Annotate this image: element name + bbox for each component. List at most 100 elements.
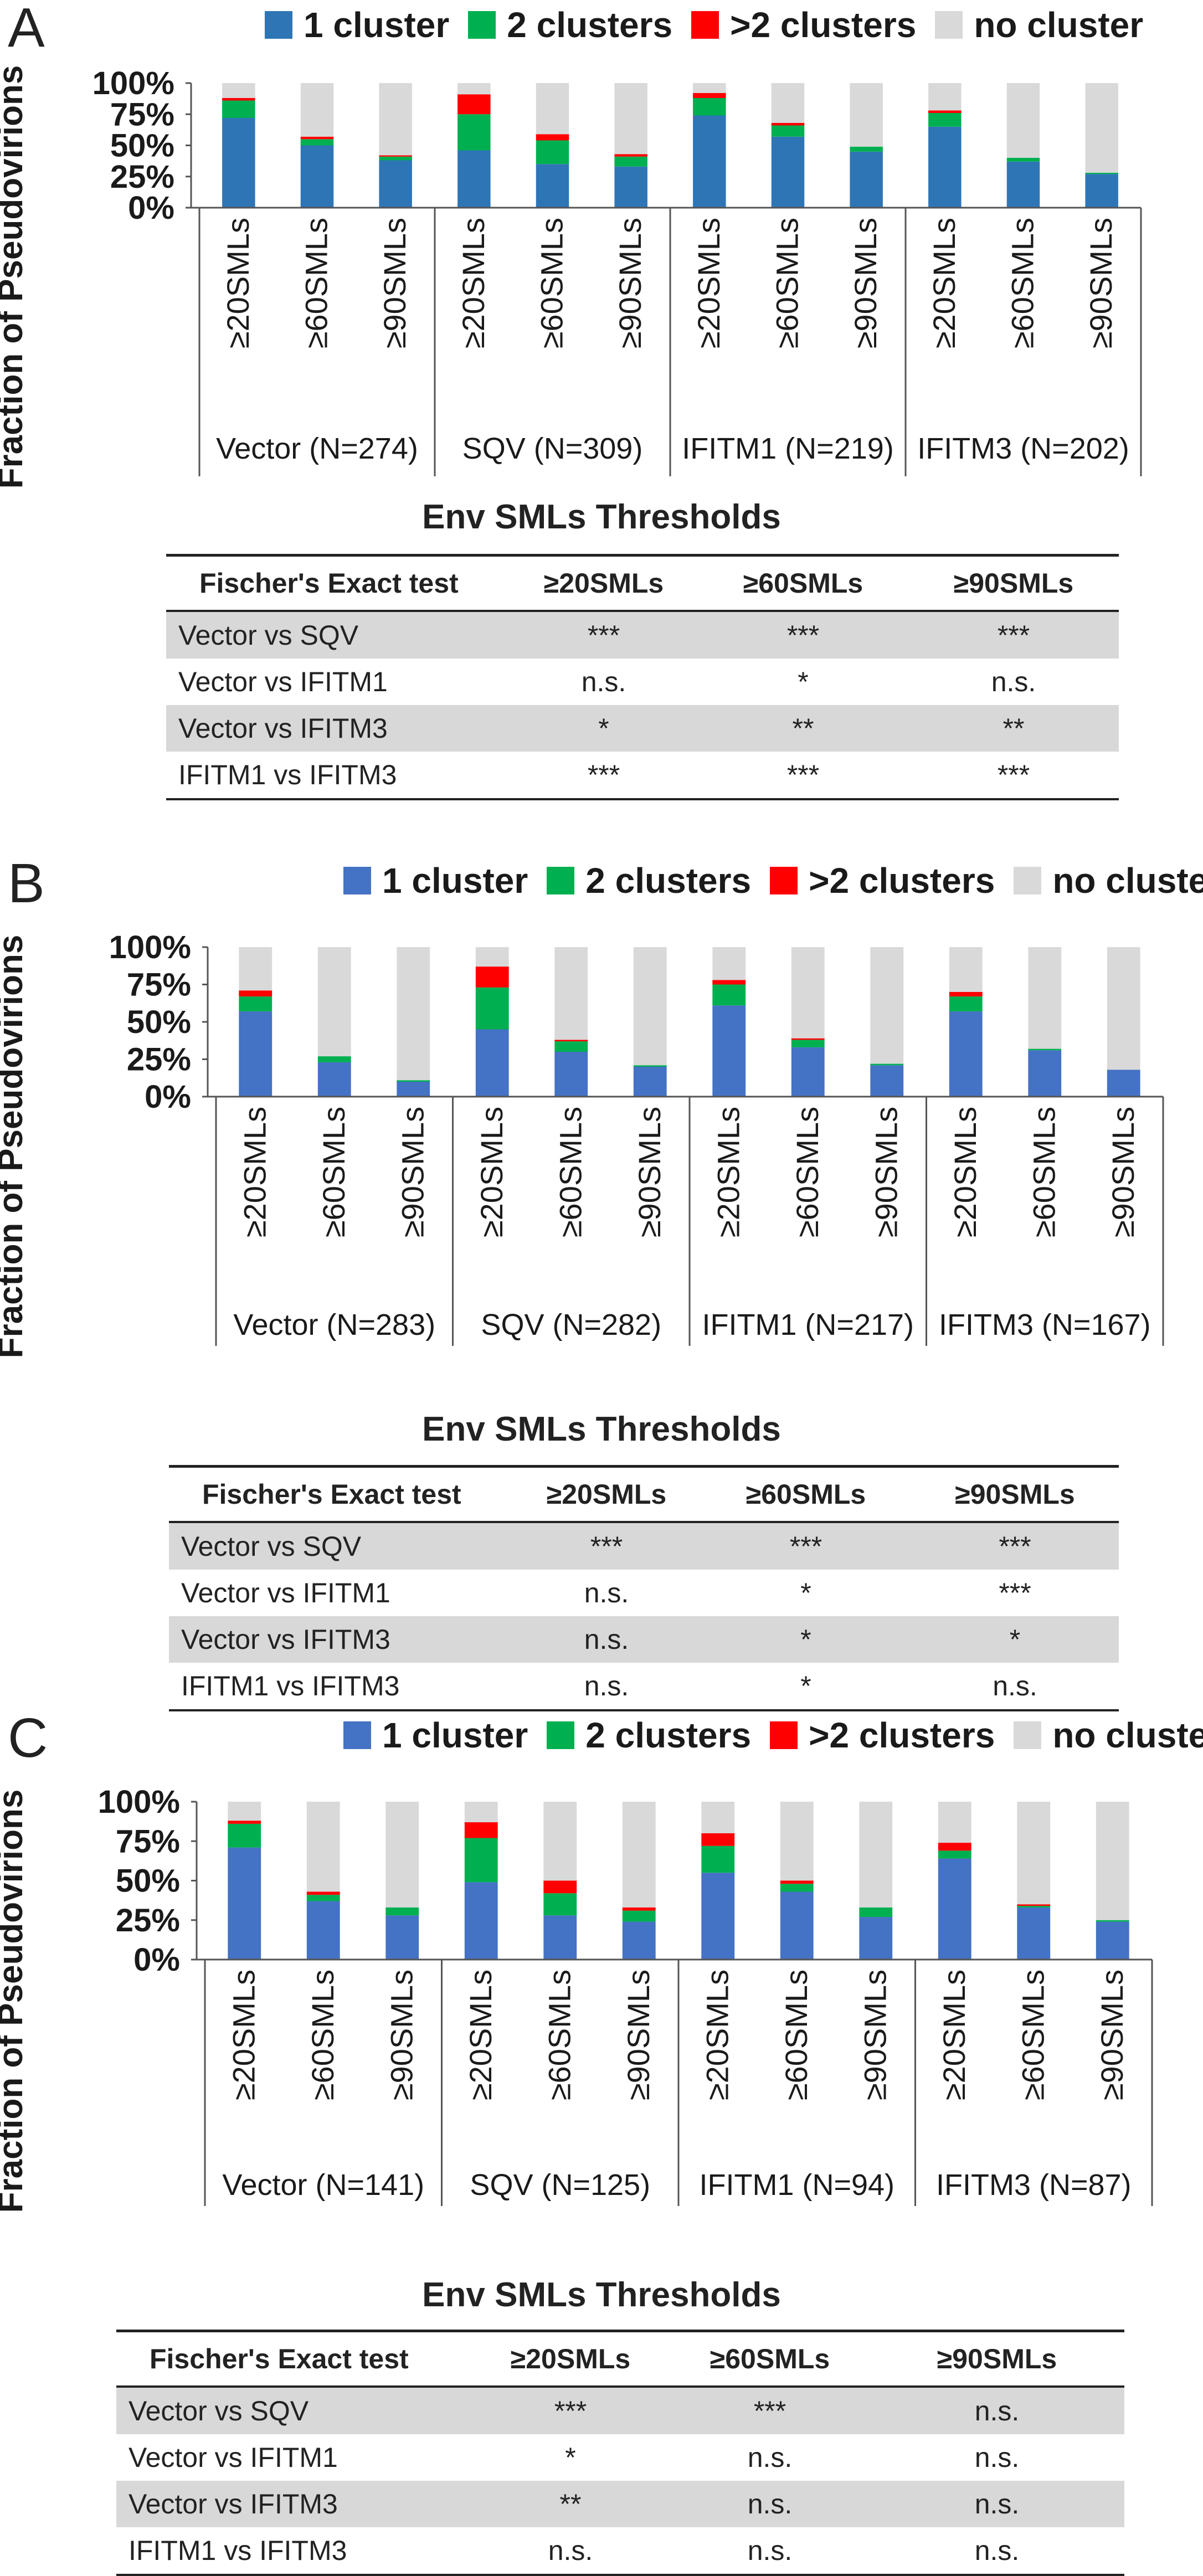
table-cell: ***	[698, 752, 908, 800]
legend-swatch	[265, 11, 292, 39]
bar-segment-1-cluster	[397, 1082, 430, 1097]
table-cell: *	[701, 1616, 911, 1663]
bar-segment-2-clusters	[1085, 173, 1118, 174]
x-category-label: ≥60SMLs	[1026, 1107, 1061, 1237]
y-tick-label: 50%	[110, 128, 174, 164]
bar-segment-1-cluster	[712, 1005, 746, 1097]
bar-segment-2-clusters	[780, 1884, 814, 1892]
bar-segment-1-cluster	[475, 1029, 509, 1097]
y-tick-label: 0%	[128, 190, 174, 226]
bar-segment-1-cluster	[379, 160, 412, 208]
y-tick-label: 75%	[110, 96, 174, 132]
table-cell: **	[471, 2481, 670, 2527]
y-tick-label: 100%	[92, 65, 174, 101]
bar-segment-no-cluster	[938, 1802, 971, 1843]
bar-segment-2-clusters	[222, 100, 255, 118]
table-cell: **	[908, 705, 1119, 752]
table-row: Vector vs IFITM3 n.s. * *	[169, 1616, 1119, 1663]
bar-segment-no-cluster	[928, 83, 962, 111]
table-cell: n.s.	[747, 2442, 793, 2473]
x-group-label: IFITM1 (N=217)	[702, 1308, 914, 1341]
stacked-bar-chart: Fraction of Pseudovirions 0%25% 50% 75%100%…	[0, 1784, 1153, 2213]
bar-segment-2-clusters	[464, 1838, 498, 1883]
table-row: Vector vs IFITM3 ** n.s. n.s.	[116, 2481, 1124, 2527]
bar-segment-2-clusters	[614, 154, 647, 157]
bar-segment-1-cluster	[1096, 1921, 1129, 1960]
bar-segment-2-clusters	[306, 1891, 340, 1895]
bar-segment-no-cluster	[554, 947, 588, 1040]
bar-segment-2-clusters	[1017, 1906, 1051, 1907]
bar-segment-1-cluster	[870, 1065, 904, 1097]
table-cell: n.s.	[584, 1577, 629, 1608]
bar-segment-2-clusters	[554, 1040, 588, 1042]
table-cell: *	[701, 1663, 911, 1711]
bar-segment-no-cluster	[1085, 83, 1118, 173]
bar-segment-2-clusters	[397, 1080, 430, 1082]
table-cell: n.s.	[512, 1616, 701, 1663]
table-row: Vector vs IFITM3 * ** **	[166, 705, 1119, 752]
legend-label: 2 clusters	[585, 1715, 752, 1755]
table-title: Env SMLs Thresholds	[422, 1410, 781, 1448]
bar-segment-1-cluster	[791, 1047, 825, 1097]
y-axis-title: Fraction of Pseudovirions	[0, 1790, 30, 2213]
y-tick-label: 75%	[127, 967, 191, 1003]
bar-segment-no-cluster	[379, 83, 412, 156]
x-category-label: ≥90SMLs	[1106, 1107, 1140, 1237]
x-category-label: ≥20SMLs	[700, 1970, 734, 2100]
bar-segment-2-clusters	[457, 94, 491, 115]
bar-segment-1-cluster	[859, 1917, 893, 1960]
bar-segment-2-clusters	[701, 1833, 735, 1846]
bar-segment-2-clusters	[712, 984, 746, 1006]
table-cell: *	[798, 666, 809, 697]
x-group-label: IFITM3 (N=167)	[939, 1308, 1151, 1341]
table-header: ≥60SMLs	[701, 1465, 911, 1523]
bar-segment-2-clusters	[300, 139, 334, 146]
bar-segment-1-cluster	[614, 166, 647, 208]
table-cell: n.s.	[870, 2481, 1124, 2527]
legend-item-2-clusters: 2 clusters	[468, 4, 672, 45]
bar-segment-no-cluster	[543, 1802, 577, 1881]
table-cell: Vector vs IFITM3	[116, 2481, 471, 2527]
table-cell: Vector vs IFITM3	[166, 705, 510, 752]
table-cell: **	[698, 705, 908, 752]
x-group-label: SQV (N=282)	[481, 1308, 661, 1341]
legend-item-1-cluster: 1 cluster	[343, 860, 528, 901]
bar-segment-1-cluster	[850, 151, 883, 208]
x-category-label: ≥90SMLs	[377, 218, 412, 348]
bar-segment-no-cluster	[870, 947, 904, 1064]
bar-segment-2-clusters	[949, 996, 983, 1012]
legend-label: 2 clusters	[507, 5, 673, 45]
bar-segment-no-cluster	[397, 947, 430, 1081]
bar-segment-1-cluster	[239, 1011, 273, 1097]
x-category-label: ≥60SMLs	[534, 218, 569, 348]
bar-segment-2-clusters	[300, 136, 334, 140]
legend-label: >2 clusters	[809, 861, 995, 901]
table-header: ≥90SMLs	[870, 2330, 1124, 2388]
y-tick-label: 25%	[116, 1903, 180, 1939]
table-cell: IFITM1 vs IFITM3	[169, 1663, 512, 1711]
table-cell: *	[510, 705, 698, 752]
x-category-label: ≥90SMLs	[621, 1970, 656, 2100]
bar-segment-1-cluster	[300, 145, 334, 208]
legend: 1 cluster 2 clusters >2 clusters no clus…	[343, 1715, 1203, 1756]
bar-segment-1-cluster	[771, 136, 805, 208]
x-category-label: ≥60SMLs	[790, 1107, 825, 1237]
y-axis-title: Fraction of Pseudovirions	[0, 935, 30, 1359]
bar-segment-no-cluster	[239, 947, 273, 991]
bar-segment-1-cluster	[633, 1067, 667, 1097]
bar-segment-no-cluster	[622, 1802, 656, 1907]
bar-segment-no-cluster	[1107, 947, 1140, 1070]
bar-segment-1-cluster	[464, 1882, 498, 1960]
legend-swatch	[343, 1721, 371, 1749]
bar-segment-no-cluster	[228, 1802, 261, 1821]
table-header: Fischer's Exact test	[116, 2330, 471, 2388]
table-cell: ***	[512, 1522, 701, 1570]
bar-segment-no-cluster	[614, 83, 647, 155]
bar-segment-1-cluster	[306, 1901, 340, 1960]
x-group-label: IFITM1 (N=219)	[682, 432, 894, 465]
x-category-label: ≥20SMLs	[456, 218, 491, 348]
bar-segment-1-cluster	[622, 1921, 656, 1960]
y-tick-label: 50%	[127, 1004, 191, 1040]
legend-swatch	[547, 1721, 575, 1749]
x-category-label: ≥60SMLs	[542, 1970, 577, 2100]
